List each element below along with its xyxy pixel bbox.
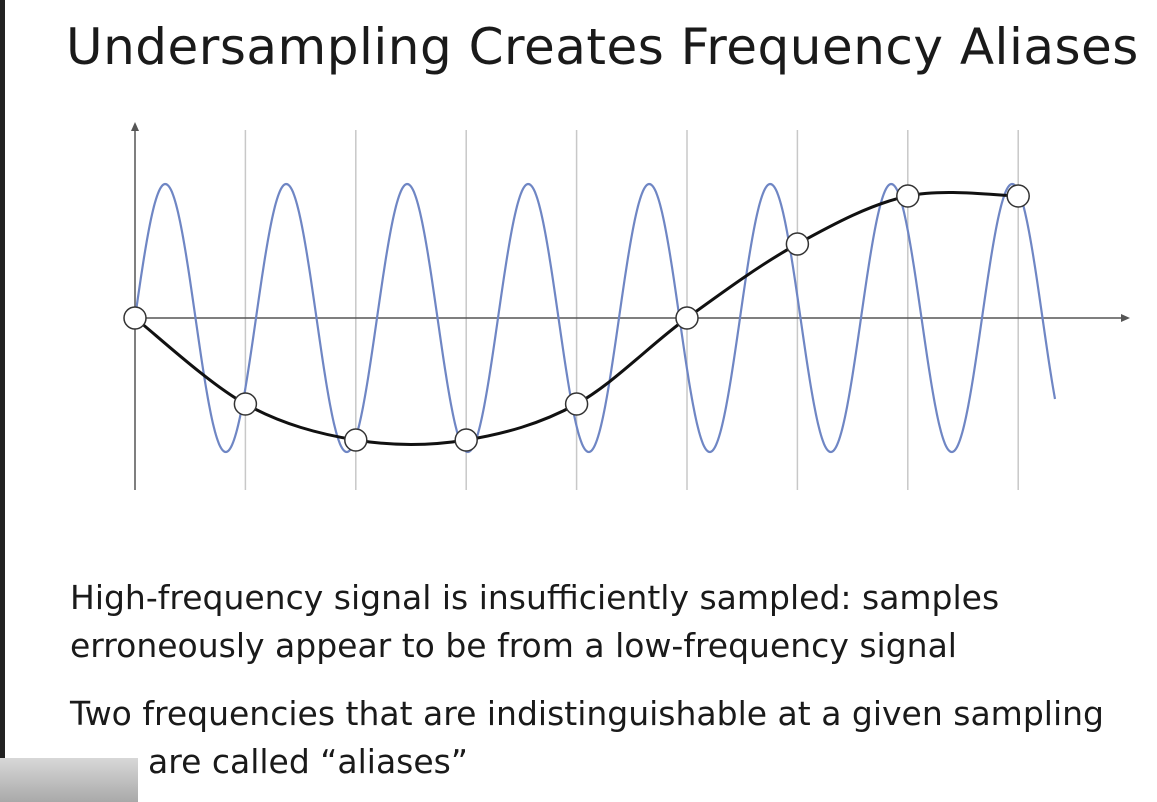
bullet-line: erroneously appear to be from a low-freq… [70, 626, 957, 665]
sample-point [454, 428, 478, 452]
bullet-line: High-frequency signal is insufficiently … [70, 578, 1000, 617]
sample-point [675, 306, 699, 330]
sample-point [1006, 184, 1030, 208]
slide-title: Undersampling Creates Frequency Aliases [66, 18, 1139, 76]
aliasing-diagram [123, 122, 1130, 490]
x-axis-arrow [1121, 314, 1130, 322]
sample-point [896, 184, 920, 208]
edge-strip [0, 0, 5, 802]
overlay-artifact [0, 758, 138, 802]
sample-point [233, 392, 258, 416]
sample-point [344, 428, 368, 452]
sample-point [123, 306, 147, 330]
y-axis-arrow [131, 122, 139, 131]
bullet-line: are called “aliases” [148, 742, 468, 781]
sample-point [564, 392, 589, 416]
bullet-line: Two frequencies that are indistinguishab… [70, 694, 1104, 733]
sample-point [785, 232, 810, 256]
